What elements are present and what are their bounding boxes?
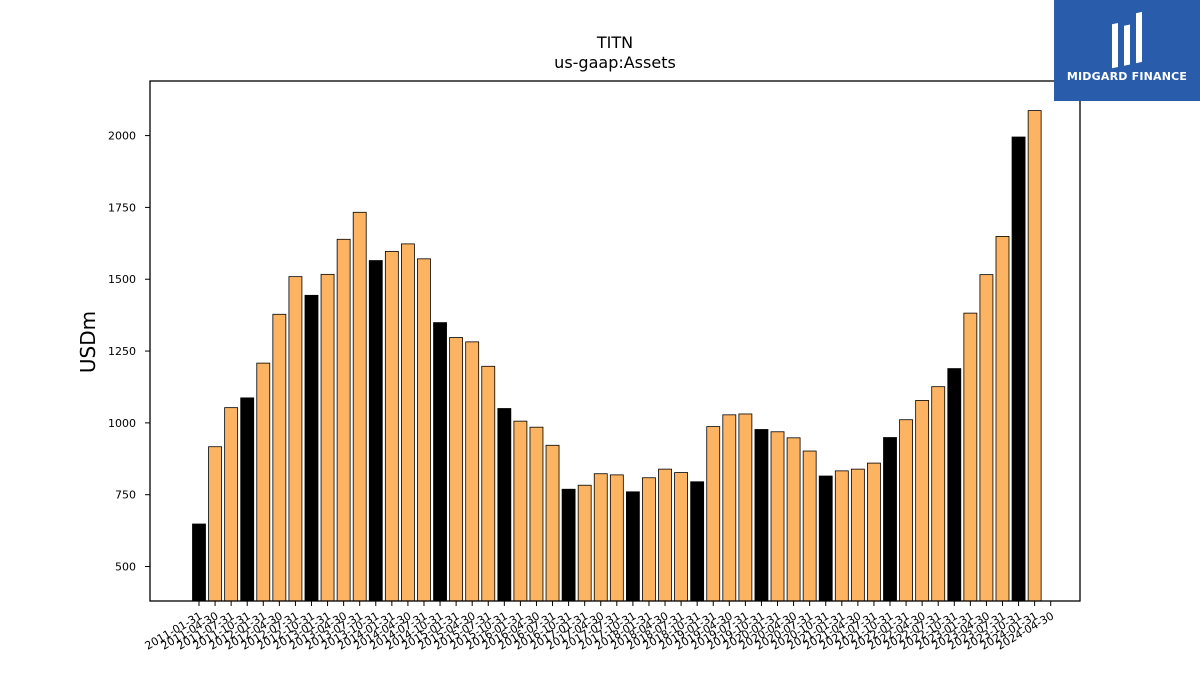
bar-2023-01-31	[963, 312, 978, 602]
y-tick-label: 1500	[108, 273, 136, 286]
chart-subtitle: us-gaap:Assets	[554, 53, 676, 72]
bar-2022-10-31	[947, 368, 962, 602]
bar-2018-10-31	[690, 481, 705, 602]
bar-2018-04-30	[658, 468, 672, 602]
y-tick-label: 750	[115, 489, 136, 502]
bar-2021-01-31	[834, 470, 849, 602]
bar-2016-01-31	[513, 420, 528, 602]
bar-2012-07-31	[288, 276, 303, 602]
bar-2014-01-31	[384, 250, 399, 602]
bar-2018-07-31	[674, 472, 688, 602]
bar-2013-01-31	[320, 273, 335, 602]
bar-2019-10-31	[754, 429, 769, 602]
bar-2022-07-31	[931, 386, 946, 602]
logo-mark-icon	[1112, 11, 1142, 69]
bar-2023-04-30	[979, 274, 994, 602]
bar-2019-07-31	[738, 413, 753, 602]
bar-2012-10-31	[304, 294, 319, 602]
bar-2016-10-31	[561, 488, 576, 602]
bar-2017-10-31	[625, 491, 640, 602]
bar-2023-07-31	[995, 236, 1010, 602]
y-tick-label: 500	[115, 561, 136, 574]
bar-2012-01-31	[256, 362, 271, 602]
bar-2022-04-30	[915, 400, 930, 602]
bar-2017-04-30	[593, 473, 608, 602]
bar-2013-10-31	[368, 260, 383, 602]
bar-2021-07-31	[867, 462, 881, 602]
bar-2015-10-31	[497, 408, 512, 602]
bar-2022-01-31	[899, 419, 913, 602]
bar-2011-10-31	[240, 397, 255, 602]
x-axis: 2011-01-312011-04-302011-07-312011-10-31…	[143, 601, 1056, 653]
bar-2016-07-31	[545, 444, 560, 602]
bar-2017-01-31	[577, 484, 592, 602]
bar-2015-04-30	[465, 341, 480, 602]
y-tick-label: 1000	[108, 417, 136, 430]
chart-title: TITN	[596, 33, 633, 52]
y-axis: 500 750 1000 1250 1500 1750 2000	[108, 130, 150, 574]
bar-2014-10-31	[433, 322, 447, 602]
bar-2015-07-31	[481, 365, 496, 602]
brand-logo: MIDGARD FINANCE	[1054, 0, 1200, 101]
y-tick-label: 2000	[108, 130, 136, 143]
bar-2019-04-30	[722, 414, 737, 602]
y-axis-label: USDm	[76, 311, 100, 373]
plot-frame	[149, 80, 1081, 602]
bar-2019-01-31	[706, 426, 721, 602]
bar-2015-01-31	[449, 337, 464, 602]
bar-2014-04-30	[401, 243, 415, 602]
bar-2016-04-30	[529, 426, 544, 602]
bar-2020-01-31	[770, 431, 785, 602]
bar-2013-04-30	[336, 238, 351, 602]
bar-2021-10-31	[883, 437, 897, 602]
bar-2023-10-31	[1011, 136, 1026, 602]
bar-2024-01-31	[1027, 110, 1042, 602]
bar-2020-04-30	[786, 437, 801, 602]
bar-2018-01-31	[642, 477, 656, 602]
bar-2014-07-31	[417, 258, 431, 602]
y-tick-label: 1250	[108, 345, 136, 358]
bar-2017-07-31	[609, 474, 624, 602]
bar-2012-04-30	[272, 313, 287, 602]
y-tick-label: 1750	[108, 201, 136, 214]
bar-2011-01-31	[192, 523, 206, 602]
bar-2020-07-31	[802, 450, 817, 602]
bar-2013-07-31	[352, 211, 367, 602]
bar-2020-10-31	[818, 475, 833, 602]
bar-2021-04-30	[850, 468, 865, 602]
bar-2011-04-30	[208, 446, 222, 602]
bar-2011-07-31	[224, 407, 239, 602]
bars-group	[192, 110, 1042, 602]
logo-text: MIDGARD FINANCE	[1066, 70, 1188, 83]
